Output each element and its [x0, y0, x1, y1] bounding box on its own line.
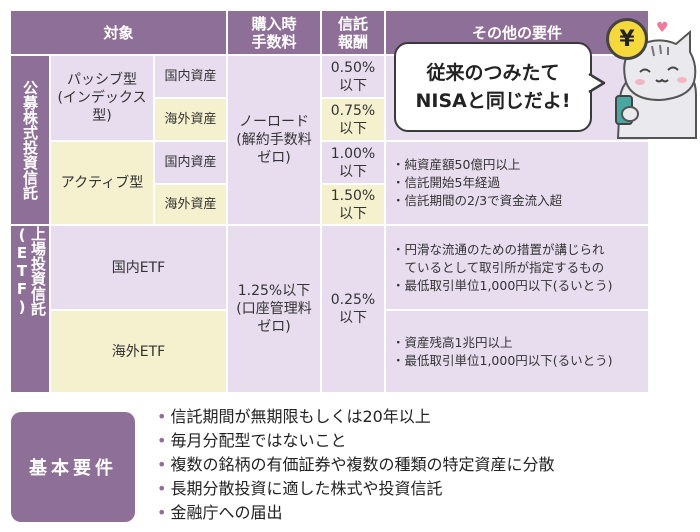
active-foreign-asset: 海外資産 — [155, 185, 226, 224]
etf-purchase-fee-line3: ゼロ) — [257, 319, 291, 335]
etf-purchase-fee-line1: 1.25%以下 — [237, 283, 311, 299]
basic-item-5: • 金融庁への届出 — [157, 501, 697, 525]
heart-icon: ♥ — [656, 20, 669, 36]
basic-item-2-text: 毎月分配型ではないこと — [170, 431, 347, 450]
passive-line2: (インデックス — [57, 90, 147, 106]
etf-foreign-req-2: ・最低取引単位1,000円以下(るいとう) — [392, 352, 613, 368]
etf-trust-fee-suffix: 以下 — [339, 310, 367, 326]
passive-foreign-fee-suffix: 以下 — [339, 120, 367, 137]
etf-foreign: 海外ETF — [51, 311, 226, 392]
basic-requirements-label: 基本要件 — [11, 412, 135, 522]
public-purchase-fee-line2: (解約手数料 — [236, 132, 312, 148]
yen-coin-icon: ¥ — [606, 18, 648, 60]
basic-item-2: • 毎月分配型ではないこと — [157, 429, 697, 453]
basic-requirements-list: • 信託期間が無期限もしくは20年以上 • 毎月分配型ではないこと • 複数の銘柄の有… — [157, 405, 697, 529]
speech-bubble-tail — [588, 72, 606, 94]
basic-item-3-text: 複数の銘柄の有価証券や複数の種類の特定資産に分散 — [170, 455, 555, 474]
active-foreign-trust-fee: 1.50% 以下 — [322, 185, 384, 224]
yen-symbol: ¥ — [619, 26, 635, 52]
bullet-icon: • — [157, 431, 167, 450]
header-target: 対象 — [11, 11, 226, 54]
public-purchase-fee: ノーロード (解約手数料 ゼロ) — [228, 56, 320, 224]
active-other-requirements: ・純資産額50億円以上 ・信託開始5年経過 ・信託期間の2/3で資金流入超 — [386, 142, 648, 224]
etf-trust-fee: 0.25% 以下 — [322, 226, 384, 392]
passive-foreign-trust-fee: 0.75% 以下 — [322, 99, 384, 140]
basic-item-5-text: 金融庁への届出 — [170, 503, 283, 522]
passive-type-label: パッシブ型 (インデックス 型) — [51, 56, 153, 140]
bullet-icon: • — [157, 455, 167, 474]
basic-item-1-text: 信託期間が無期限もしくは20年以上 — [170, 407, 431, 426]
passive-domestic-trust-fee: 0.50% 以下 — [322, 56, 384, 97]
speech-line1: 従来のつみたて — [426, 62, 560, 84]
public-purchase-fee-line3: ゼロ) — [257, 150, 291, 166]
basic-item-4: • 長期分散投資に適した株式や投資信託 — [157, 477, 697, 501]
etf-label: 上場投資信託(ETF) — [11, 226, 49, 392]
header-trust-fee: 信託 報酬 — [322, 11, 384, 54]
etf-purchase-fee-line2: (口座管理料 — [236, 301, 312, 317]
etf-domestic-req-1: ・円滑な流通のための措置が講じられ — [392, 241, 605, 257]
passive-domestic-fee-value: 0.50% — [330, 59, 376, 76]
basic-item-1: • 信託期間が無期限もしくは20年以上 — [157, 405, 697, 429]
bullet-icon: • — [157, 407, 167, 426]
speech-bubble: 従来のつみたて NISAと同じだよ! — [394, 42, 592, 132]
etf-foreign-req-1: ・資産残高1兆円以上 — [392, 334, 513, 350]
basic-item-4-text: 長期分散投資に適した株式や投資信託 — [170, 479, 443, 498]
passive-line1: パッシブ型 — [67, 72, 137, 88]
active-req-2: ・信託開始5年経過 — [392, 175, 500, 190]
header-purchase-fee: 購入時 手数料 — [228, 11, 320, 54]
header-purchase-fee-line1: 購入時 — [251, 14, 297, 33]
active-domestic-trust-fee: 1.00% 以下 — [322, 142, 384, 183]
etf-domestic-req-3: ・最低取引単位1,000円以下(るいとう) — [392, 277, 613, 293]
active-foreign-fee-suffix: 以下 — [339, 205, 367, 222]
active-domestic-asset: 国内資産 — [155, 142, 226, 183]
active-domestic-fee-suffix: 以下 — [339, 163, 367, 180]
passive-foreign-asset: 海外資産 — [155, 99, 226, 140]
header-trust-fee-line2: 報酬 — [337, 32, 368, 51]
passive-foreign-fee-value: 0.75% — [330, 102, 376, 119]
passive-domestic-fee-suffix: 以下 — [339, 77, 367, 94]
etf-label-text: 上場投資信託(ETF) — [13, 226, 47, 316]
passive-domestic-asset: 国内資産 — [155, 56, 226, 97]
basic-item-3: • 複数の銘柄の有価証券や複数の種類の特定資産に分散 — [157, 453, 697, 477]
active-foreign-fee-value: 1.50% — [330, 187, 376, 204]
public-fund-label-text: 公募株式投資信託 — [21, 80, 39, 200]
bullet-icon: • — [157, 479, 167, 498]
speech-line2: NISAと同じだよ! — [415, 90, 571, 112]
etf-domestic-requirements: ・円滑な流通のための措置が講じられ ているとして取引所が指定するもの ・最低取引… — [386, 226, 648, 309]
etf-foreign-requirements: ・資産残高1兆円以上 ・最低取引単位1,000円以下(るいとう) — [386, 311, 648, 392]
etf-purchase-fee: 1.25%以下 (口座管理料 ゼロ) — [228, 226, 320, 392]
passive-line3: 型) — [92, 108, 112, 124]
active-req-3: ・信託期間の2/3で資金流入超 — [392, 193, 563, 208]
etf-domestic-req-2: ているとして取引所が指定するもの — [392, 259, 605, 275]
bullet-icon: • — [157, 503, 167, 522]
header-purchase-fee-line2: 手数料 — [251, 32, 297, 51]
etf-trust-fee-value: 0.25% — [330, 292, 376, 308]
active-domestic-fee-value: 1.00% — [330, 145, 376, 162]
public-fund-label: 公募株式投資信託 — [11, 56, 49, 224]
public-purchase-fee-line1: ノーロード — [239, 114, 309, 130]
active-req-1: ・純資産額50億円以上 — [392, 157, 521, 172]
active-type-label: アクティブ型 — [51, 142, 153, 224]
etf-domestic: 国内ETF — [51, 226, 226, 309]
header-trust-fee-line1: 信託 — [337, 14, 368, 33]
